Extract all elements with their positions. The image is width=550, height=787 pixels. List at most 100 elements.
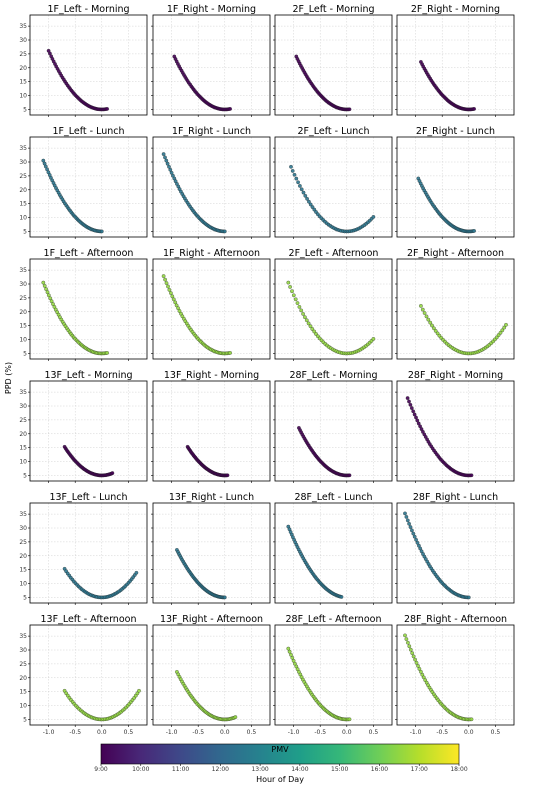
data-point (303, 315, 307, 320)
panel-3: 2F_Right - Morning (395, 4, 515, 117)
y-tick-label: 25 (19, 539, 27, 546)
panel-title: 13F_Right - Lunch (169, 492, 254, 503)
data-point (498, 330, 503, 335)
data-point (347, 473, 352, 478)
panel-frame (396, 14, 515, 116)
data-point (412, 412, 417, 417)
data-point (299, 187, 304, 192)
panel-frame (29, 502, 148, 604)
panel-frame (29, 136, 148, 238)
data-point (290, 289, 294, 294)
colorbar-tick-label: 9:00 (94, 766, 108, 773)
panel-frame (152, 380, 271, 482)
data-point (289, 164, 293, 169)
y-tick-label: 15 (19, 689, 27, 696)
data-point (301, 312, 305, 316)
panel-title: 13F_Left - Morning (44, 370, 132, 381)
data-point (430, 323, 434, 328)
data-point (415, 418, 420, 423)
data-point (164, 281, 169, 285)
colorbar-tick-label: 15:00 (331, 766, 348, 773)
panel-9: 1F_Right - Afternoon (151, 248, 271, 361)
panel-grid: 1F_Left - Morning 5 10 15 20 25 30 35 1F_Right -… (19, 4, 515, 736)
data-point (307, 199, 311, 204)
panel-title: 2F_Right - Afternoon (407, 248, 504, 259)
y-tick-label: 20 (19, 675, 27, 682)
colorbar-tick-label: 16:00 (371, 766, 388, 773)
panel-frame (396, 258, 515, 360)
data-point (472, 229, 476, 233)
data-point (161, 152, 166, 156)
panel-title: 1F_Right - Morning (167, 4, 256, 15)
data-point (432, 326, 436, 331)
data-point (405, 396, 410, 400)
y-tick-label: 35 (19, 633, 27, 640)
data-point (407, 399, 411, 404)
panel-16: 13F_Left - Lunch 5 10 15 20 25 30 35 (19, 492, 148, 605)
data-point (173, 300, 178, 305)
data-point (411, 409, 416, 414)
data-point (310, 327, 315, 331)
panel-frame (29, 624, 148, 726)
y-tick-label: 5 (23, 594, 27, 601)
data-point (404, 637, 409, 641)
colorbar-label: Hour of Day (256, 775, 304, 784)
panel-title: 28F_Right - Lunch (413, 492, 498, 503)
data-point (426, 317, 431, 322)
y-tick-label: 20 (19, 553, 27, 560)
data-point (410, 528, 414, 533)
panel-20: 13F_Left - Afternoon -1.0 -0.5 0.0 0.5 5 10 15 2… (19, 614, 148, 736)
data-point (298, 184, 302, 188)
data-point (163, 277, 167, 282)
data-point (410, 651, 415, 655)
data-point (310, 205, 315, 209)
data-point (228, 351, 232, 355)
x-tick-label: -0.5 (69, 729, 81, 736)
data-point (170, 294, 175, 299)
data-point (408, 647, 413, 652)
data-point (304, 318, 309, 323)
data-point (286, 646, 291, 651)
y-tick-label: 30 (19, 37, 27, 44)
panel-title: 2F_Left - Morning (292, 4, 374, 15)
data-point (403, 511, 407, 516)
data-point (504, 322, 508, 327)
y-tick-label: 30 (19, 281, 27, 288)
data-point (294, 176, 299, 181)
data-point (312, 329, 317, 334)
data-point (296, 180, 300, 185)
pmv-label: PMV (271, 745, 289, 754)
panel-title: 1F_Right - Afternoon (163, 248, 260, 259)
data-point (469, 473, 474, 478)
data-point (502, 325, 507, 330)
panel-title: 2F_Right - Morning (411, 4, 500, 15)
x-tick-label: 0.0 (464, 729, 474, 736)
data-point (412, 534, 417, 539)
panel-0: 1F_Left - Morning 5 10 15 20 25 30 35 (19, 4, 148, 117)
x-tick-label: 0.0 (97, 729, 107, 736)
data-point (419, 304, 423, 308)
data-point (347, 717, 352, 722)
panel-frame (274, 502, 393, 604)
panel-frame (152, 136, 271, 238)
panel-frame (396, 136, 515, 238)
data-point (305, 196, 309, 201)
y-tick-label: 25 (19, 295, 27, 302)
y-tick-label: 10 (19, 93, 27, 100)
y-tick-label: 5 (23, 228, 27, 235)
y-tick-label: 15 (19, 567, 27, 574)
x-tick-label: -1.0 (410, 729, 422, 736)
data-point (295, 301, 300, 305)
y-tick-label: 30 (19, 647, 27, 654)
x-tick-label: -0.5 (314, 729, 326, 736)
y-tick-label: 35 (19, 267, 27, 274)
panel-frame (29, 380, 148, 482)
y-tick-label: 10 (19, 215, 27, 222)
y-tick-label: 20 (19, 187, 27, 194)
data-point (233, 715, 238, 719)
data-point (165, 161, 170, 166)
y-tick-label: 25 (19, 417, 27, 424)
data-point (299, 308, 304, 313)
data-point (44, 287, 48, 291)
